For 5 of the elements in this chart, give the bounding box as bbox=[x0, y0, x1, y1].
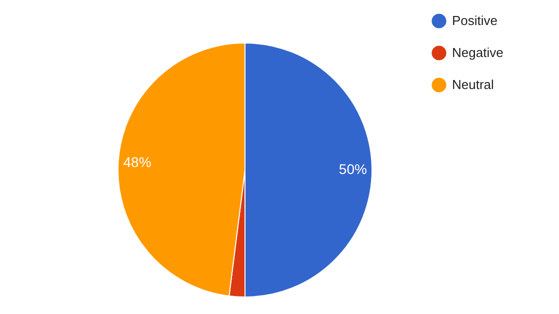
legend-label: Negative bbox=[452, 45, 504, 60]
legend-label: Positive bbox=[452, 13, 498, 28]
data-label: 50% bbox=[338, 161, 367, 177]
data-label: 48% bbox=[123, 154, 152, 170]
legend-label: Neutral bbox=[452, 77, 494, 92]
